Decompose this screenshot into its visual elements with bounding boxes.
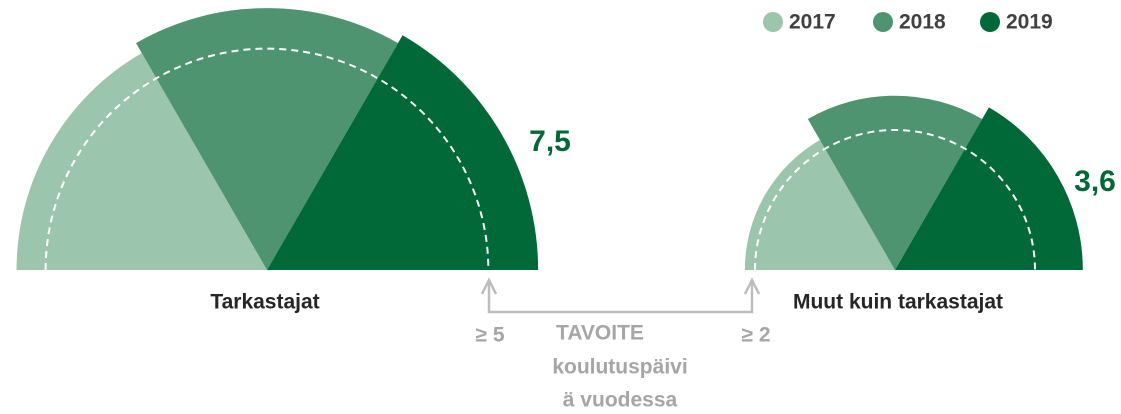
annotation-text: ä vuodessa	[563, 389, 678, 412]
annotation-text: koulutuspäivi	[552, 356, 687, 379]
target-circle	[753, 129, 1037, 271]
legend-label: 2017	[789, 11, 836, 34]
target-label: ≥ 2	[741, 324, 770, 347]
sector	[895, 107, 1083, 270]
sector	[136, 8, 398, 270]
chart-title: Tarkastajat	[210, 291, 319, 314]
legend-label: 2018	[899, 11, 946, 34]
target-connector	[487, 282, 754, 314]
sector	[744, 139, 895, 270]
legend-label: 2019	[1006, 11, 1053, 34]
chart-title: Muut kuin tarkastajat	[793, 291, 1003, 314]
target-label: ≥ 5	[475, 324, 504, 347]
legend-swatch	[980, 12, 1000, 32]
sector	[267, 35, 539, 270]
annotation-title: TAVOITE	[556, 322, 644, 345]
sector	[807, 95, 983, 270]
value-label: 3,6	[1074, 165, 1116, 198]
value-label: 7,5	[529, 125, 571, 158]
legend-swatch	[873, 12, 893, 32]
target-arrows	[480, 277, 761, 295]
sector	[16, 53, 268, 270]
legend-swatch	[763, 12, 783, 32]
